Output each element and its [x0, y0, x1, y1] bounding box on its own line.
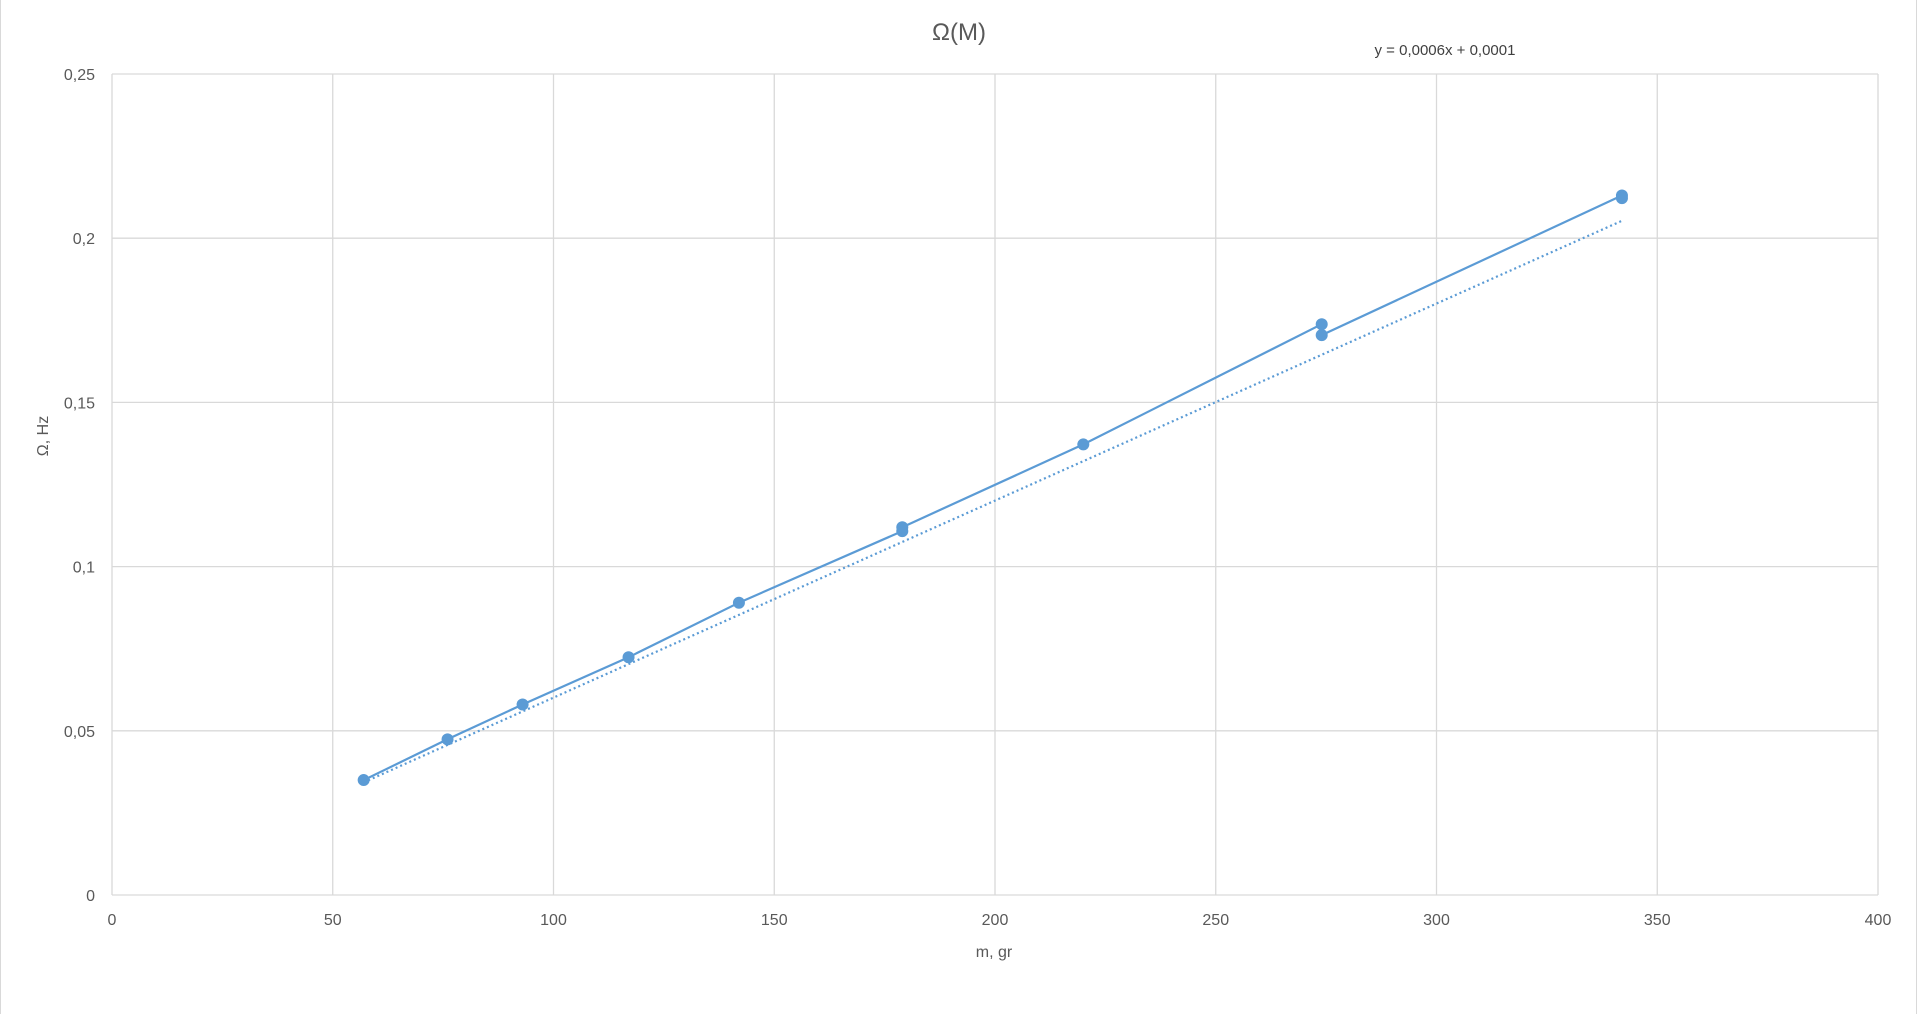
- x-tick-label: 200: [982, 912, 1009, 929]
- x-tick-label: 100: [540, 912, 567, 929]
- x-axis-title: m, gr: [976, 944, 1013, 961]
- x-tick-label: 300: [1423, 912, 1450, 929]
- tick-labels: 0 50 100 150 200 250 300 350 400 0 0,05 0,1 0,15 0,2 0…: [64, 67, 1892, 929]
- data-point: [732, 596, 745, 609]
- x-tick-label: 250: [1202, 912, 1229, 929]
- x-tick-label: 350: [1644, 912, 1671, 929]
- trendline-equation: y = 0,0006x + 0,0001: [1375, 42, 1516, 59]
- data-point: [516, 698, 529, 711]
- y-tick-label: 0,15: [64, 395, 95, 412]
- data-point: [1315, 318, 1328, 331]
- y-axis-title: Ω, Hz: [35, 416, 52, 456]
- data-point: [896, 521, 909, 534]
- y-tick-label: 0,05: [64, 724, 95, 741]
- y-tick-label: 0: [86, 888, 95, 905]
- data-point: [357, 774, 370, 787]
- x-tick-label: 150: [761, 912, 788, 929]
- data-point: [622, 651, 635, 664]
- series-line: [363, 194, 1624, 782]
- x-tick-label: 0: [108, 912, 117, 929]
- x-tick-label: 50: [324, 912, 342, 929]
- y-tick-label: 0,2: [73, 231, 95, 248]
- chart-title: Ω(M): [932, 19, 986, 46]
- data-point: [441, 733, 454, 746]
- x-tick-label: 400: [1865, 912, 1892, 929]
- y-tick-label: 0,1: [73, 560, 95, 577]
- trendline: [363, 219, 1623, 784]
- y-tick-label: 0,25: [64, 67, 95, 84]
- data-point: [1077, 438, 1090, 451]
- data-point: [1615, 192, 1628, 205]
- trendline-path: [363, 219, 1623, 784]
- series: [357, 189, 1628, 787]
- data-point: [1315, 329, 1328, 342]
